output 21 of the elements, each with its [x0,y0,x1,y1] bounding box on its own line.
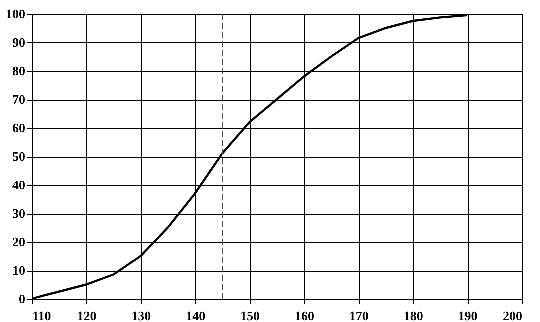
x-tick-label: 110 [32,308,52,322]
x-tick-label: 190 [458,308,478,322]
x-tick-label: 140 [186,308,206,322]
y-tick-label: 60 [12,120,26,136]
x-tick-label: 170 [349,308,369,322]
y-tick-label: 90 [12,35,26,50]
y-tick-label: 0 [19,292,26,306]
y-tick-label: 40 [12,178,26,192]
x-tick-label: 130 [132,308,152,322]
y-tick-label: 100 [6,6,26,22]
y-tick-label: 80 [12,64,26,78]
y-tick-label: 20 [12,234,26,250]
x-tick-label: 120 [77,308,97,322]
x-tick-label: 180 [404,308,424,322]
y-tick-label: 50 [12,149,26,164]
x-tick-label: 200 [503,308,522,322]
y-tick-label: 70 [12,92,26,107]
y-tick-label: 30 [12,206,26,221]
y-tick-label: 10 [12,263,26,278]
x-tick-label: 150 [240,308,260,322]
x-tick-label: 160 [294,308,314,322]
